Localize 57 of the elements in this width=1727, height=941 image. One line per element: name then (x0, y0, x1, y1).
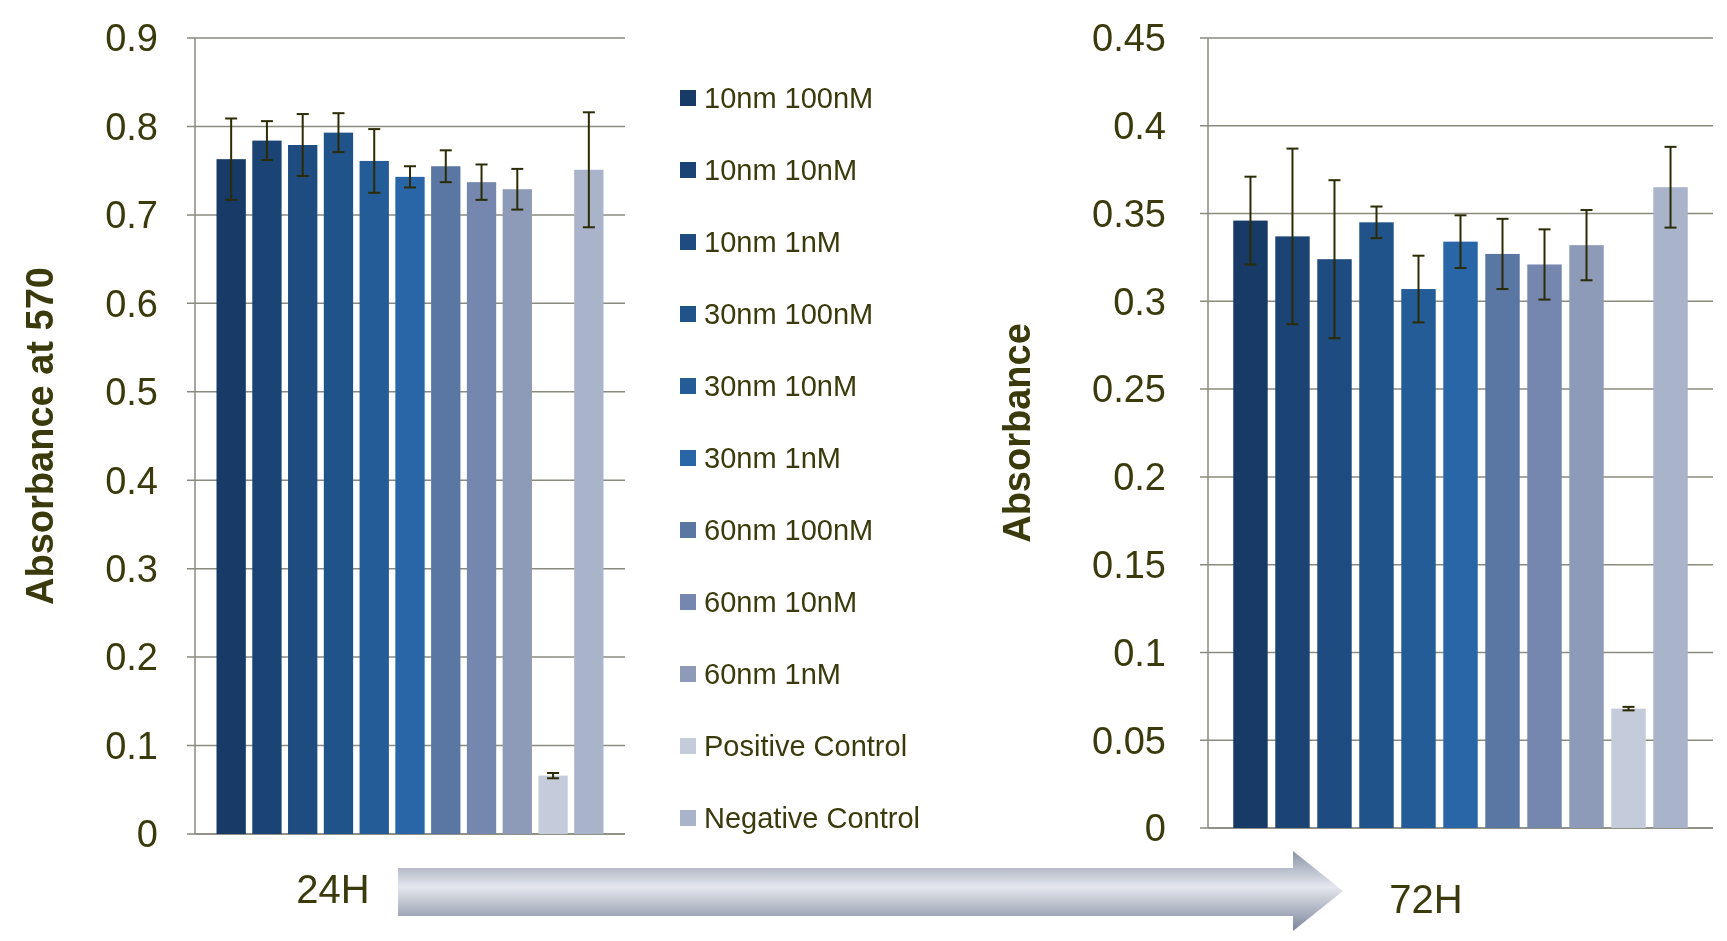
y-tick-label: 0.9 (105, 17, 158, 60)
bar (431, 166, 461, 834)
x-axis-title: 24H (296, 867, 370, 911)
bar (466, 182, 497, 834)
bar (1401, 289, 1436, 828)
legend-label: 60nm 100nM (704, 514, 874, 547)
y-tick-label: 0.4 (105, 459, 158, 502)
bar (395, 176, 425, 834)
legend-label: 60nm 10nM (704, 586, 858, 619)
bar (1527, 264, 1562, 828)
bar (1233, 220, 1268, 828)
y-tick-label: 0.6 (105, 282, 158, 325)
legend-label: 30nm 1nM (704, 442, 842, 475)
y-tick-label: 0.8 (105, 105, 158, 148)
x-axis-title: 72H (1389, 877, 1463, 921)
y-tick-label: 0.45 (1092, 17, 1166, 60)
bar (1443, 241, 1478, 828)
y-tick-label: 0.3 (1113, 280, 1166, 323)
y-axis-title: Absorbance at 570 (19, 267, 61, 605)
y-tick-label: 0.4 (1113, 105, 1166, 148)
legend-label: Positive Control (704, 730, 908, 763)
legend-label: 60nm 1nM (704, 658, 842, 691)
y-tick-label: 0 (136, 813, 158, 856)
y-tick-label: 0.15 (1092, 543, 1166, 586)
y-tick-label: 0 (1144, 807, 1166, 850)
bar (1569, 245, 1604, 828)
legend-label: 30nm 10nM (704, 370, 858, 403)
legend-label: 10nm 10nM (704, 154, 858, 187)
legend-label: 10nm 1nM (704, 226, 842, 259)
bar (323, 132, 354, 834)
bar (1653, 187, 1688, 828)
bar (216, 159, 246, 834)
y-tick-label: 0.35 (1092, 192, 1166, 235)
bar (1359, 222, 1394, 828)
legend-label: 10nm 100nM (704, 82, 874, 115)
y-tick-label: 0.1 (105, 724, 158, 767)
y-tick-label: 0.3 (105, 547, 158, 590)
legend-label: 30nm 100nM (704, 298, 874, 331)
legend-label: Negative Control (704, 802, 920, 835)
y-tick-label: 0.7 (105, 194, 158, 237)
bar (502, 189, 532, 834)
bar (538, 775, 568, 834)
y-tick-label: 0.1 (1113, 631, 1166, 674)
bar (1485, 253, 1520, 828)
y-tick-label: 0.25 (1092, 368, 1166, 411)
bar (1611, 708, 1646, 828)
y-axis-title: Absorbance (996, 323, 1038, 543)
bar (1275, 236, 1310, 828)
y-tick-label: 0.2 (1113, 456, 1166, 499)
bar (359, 160, 389, 834)
bar (574, 169, 604, 834)
y-tick-label: 0.05 (1092, 719, 1166, 762)
bar (288, 145, 318, 834)
y-tick-label: 0.2 (105, 636, 158, 679)
y-tick-label: 0.5 (105, 371, 158, 414)
bar (1317, 259, 1352, 828)
bar (252, 140, 282, 834)
